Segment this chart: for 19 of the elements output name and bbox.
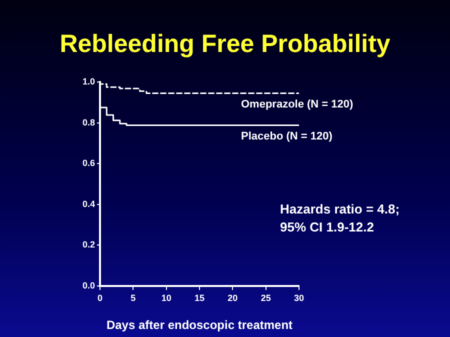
x-tick-label: 20 — [228, 292, 238, 303]
y-tick-label: 0.0 — [82, 280, 95, 290]
y-tick-label: 0.8 — [82, 117, 95, 128]
y-tick-label: 1.0 — [82, 76, 95, 86]
y-tick-label: 0.4 — [82, 198, 95, 209]
x-tick-label: 15 — [194, 292, 205, 303]
x-tick-label: 25 — [260, 292, 271, 303]
series-label: Placebo (N = 120) — [241, 130, 333, 142]
x-tick-label: 30 — [294, 292, 304, 303]
x-tick-label: 0 — [97, 292, 103, 303]
x-tick-label: 10 — [161, 292, 172, 303]
chart-title: Rebleeding Free Probability — [60, 30, 390, 58]
x-axis-title: Days after endoscopic treatment — [106, 318, 293, 332]
y-tick-label: 0.6 — [82, 158, 95, 168]
y-tick-label: 0.2 — [82, 240, 95, 250]
annotation: Hazards ratio = 4.8; — [280, 202, 400, 217]
series-label: Omeprazole (N = 120) — [241, 98, 354, 110]
annotation: 95% CI 1.9-12.2 — [280, 220, 374, 235]
x-tick-label: 5 — [130, 292, 136, 303]
